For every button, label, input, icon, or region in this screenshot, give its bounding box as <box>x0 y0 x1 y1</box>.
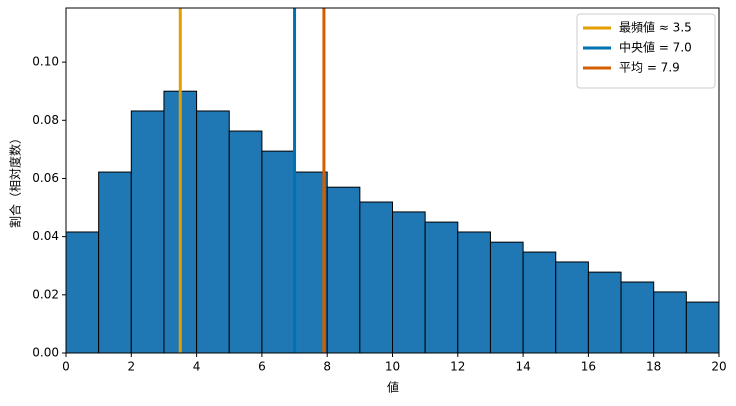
x-tick-label: 10 <box>385 360 400 374</box>
y-tick-label: 0.06 <box>32 171 59 185</box>
bar <box>424 221 459 354</box>
y-tick-label: 0.08 <box>32 113 59 127</box>
bar <box>489 241 524 354</box>
bar <box>587 271 622 354</box>
x-tick-label: 0 <box>62 360 70 374</box>
x-tick-label: 16 <box>581 360 596 374</box>
x-tick-label: 2 <box>127 360 135 374</box>
bar <box>555 261 589 354</box>
legend-label: 平均 = 7.9 <box>619 61 680 75</box>
legend-label: 中央値 = 7.0 <box>619 40 692 55</box>
bar <box>326 186 361 354</box>
y-tick-label: 0.02 <box>32 287 59 301</box>
x-tick-label: 6 <box>258 360 266 374</box>
y-tick-label: 0.10 <box>32 55 59 69</box>
bar <box>359 201 394 354</box>
y-tick-label: 0.00 <box>32 346 59 360</box>
x-axis-label: 値 <box>387 380 399 395</box>
bar <box>653 291 687 354</box>
y-axis-label: 割合（相対度数） <box>8 132 23 228</box>
x-tick-label: 4 <box>193 360 201 374</box>
bar <box>620 281 655 354</box>
bar <box>196 110 230 354</box>
legend-label: 最頻値 ≈ 3.5 <box>619 20 692 35</box>
bar <box>130 110 165 354</box>
bar <box>392 211 426 354</box>
x-tick-label: 12 <box>450 360 465 374</box>
legend-box <box>576 13 716 89</box>
bar <box>685 301 720 354</box>
bar <box>98 171 132 354</box>
bar <box>522 251 557 354</box>
x-tick-label: 14 <box>515 360 530 374</box>
bar <box>294 171 328 354</box>
x-tick-label: 8 <box>323 360 331 374</box>
bar <box>65 231 100 354</box>
bar <box>228 130 263 354</box>
bar <box>261 150 296 354</box>
legend: 最頻値 ≈ 3.5 中央値 = 7.0 平均 = 7.9 <box>576 13 716 89</box>
bar <box>457 231 491 354</box>
x-tick-label: 18 <box>646 360 661 374</box>
y-tick-label: 0.04 <box>32 229 59 243</box>
x-tick-label: 20 <box>711 360 726 374</box>
